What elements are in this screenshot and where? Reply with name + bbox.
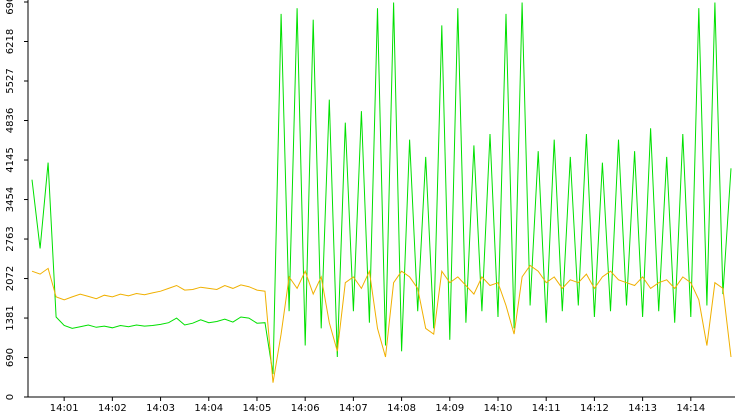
y-tick-label: 0: [5, 394, 16, 400]
x-tick-label: 14:08: [387, 403, 416, 414]
y-tick-label: 690: [5, 348, 16, 367]
y-tick-label: 6909: [5, 0, 16, 15]
x-tick-label: 14:14: [676, 403, 705, 414]
x-tick-label: 14:04: [194, 403, 223, 414]
y-tick-label: 2072: [5, 266, 16, 291]
x-tick-label: 14:06: [291, 403, 320, 414]
x-tick-label: 14:05: [243, 403, 272, 414]
x-tick-label: 14:01: [50, 403, 79, 414]
y-tick-label: 3454: [5, 187, 16, 212]
x-tick-label: 14:02: [98, 403, 127, 414]
x-tick-label: 14:12: [580, 403, 609, 414]
x-tick-label: 14:03: [146, 403, 175, 414]
y-tick-label: 6218: [5, 29, 16, 54]
y-tick-label: 2763: [5, 226, 16, 251]
series-line: [31, 264, 732, 383]
y-tick-label: 4836: [5, 108, 16, 133]
x-tick-label: 14:13: [628, 403, 657, 414]
y-tick-label: 4145: [5, 147, 16, 172]
series-line: [31, 2, 732, 375]
x-tick-label: 14:11: [532, 403, 561, 414]
x-tick-label: 14:09: [435, 403, 464, 414]
x-tick-label: 14:07: [339, 403, 368, 414]
x-tick-label: 14:10: [484, 403, 513, 414]
y-tick-label: 1381: [5, 305, 16, 330]
y-tick-label: 5527: [5, 68, 16, 93]
